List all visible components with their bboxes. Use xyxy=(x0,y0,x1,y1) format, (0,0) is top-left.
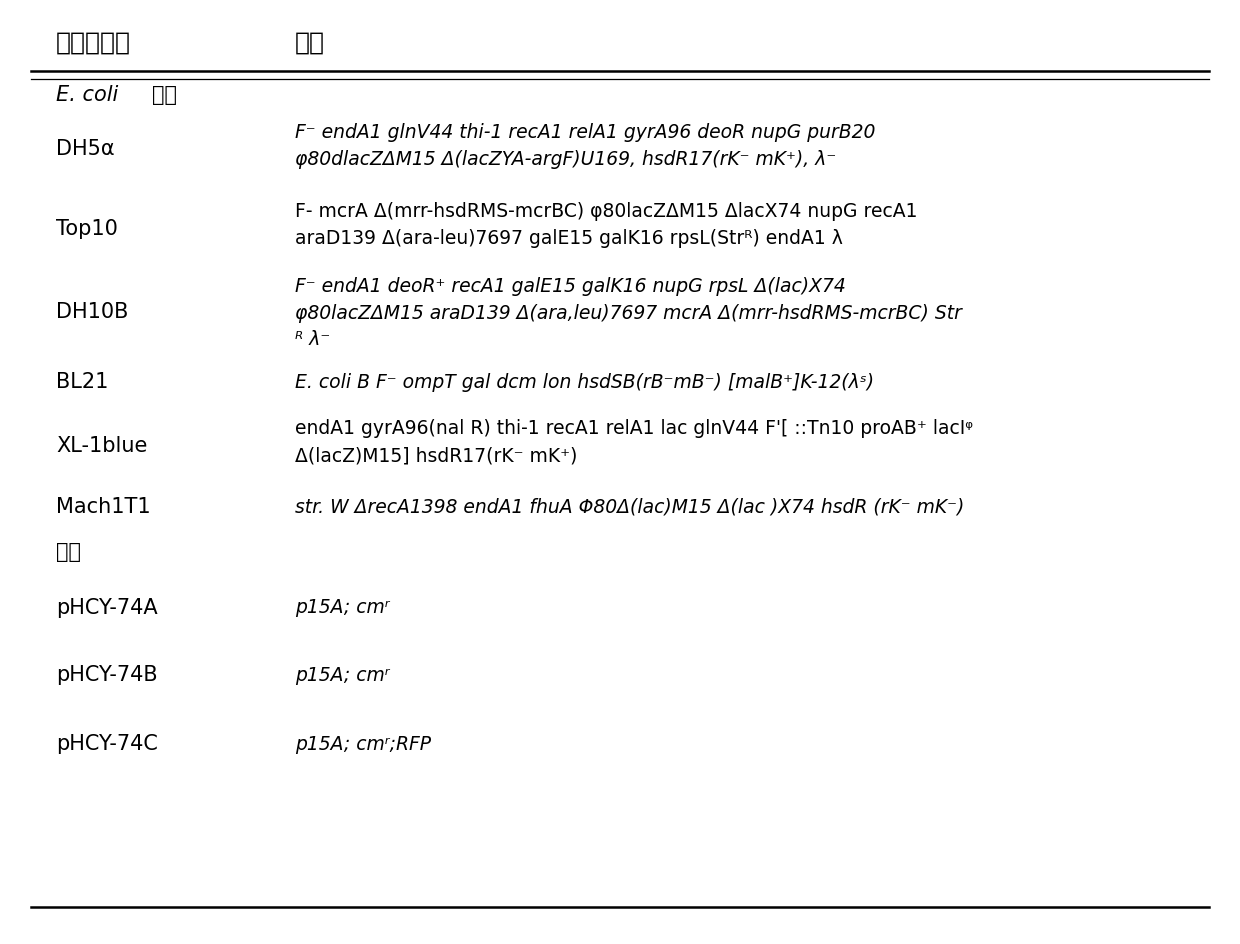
Text: E. coli: E. coli xyxy=(56,85,125,106)
Text: str. W ΔrecA1398 endA1 fhuA Φ80Δ(lac)M15 Δ(lac )X74 hsdR (rK⁻ mK⁻): str. W ΔrecA1398 endA1 fhuA Φ80Δ(lac)M15… xyxy=(295,497,965,516)
Text: p15A; cmʳ;RFP: p15A; cmʳ;RFP xyxy=(295,734,432,753)
Text: XL-1blue: XL-1blue xyxy=(56,436,148,456)
Text: Mach1T1: Mach1T1 xyxy=(56,497,150,516)
Text: BL21: BL21 xyxy=(56,372,108,392)
Text: F⁻ endA1 glnV44 thi-1 recA1 relA1 gyrA96 deoR nupG purB20: F⁻ endA1 glnV44 thi-1 recA1 relA1 gyrA96… xyxy=(295,123,875,142)
Text: F⁻ endA1 deoR⁺ recA1 galE15 galK16 nupG rpsL Δ(lac)X74: F⁻ endA1 deoR⁺ recA1 galE15 galK16 nupG … xyxy=(295,277,846,295)
Text: φ80dlacZΔM15 Δ(lacZYA-argF)U169, hsdR17(rK⁻ mK⁺), λ⁻: φ80dlacZΔM15 Δ(lacZYA-argF)U169, hsdR17(… xyxy=(295,150,836,169)
Text: Top10: Top10 xyxy=(56,218,118,238)
Text: p15A; cmʳ: p15A; cmʳ xyxy=(295,598,389,616)
Text: F- mcrA Δ(mrr-hsdRMS-mcrBC) φ80lacZΔM15 ΔlacX74 nupG recA1: F- mcrA Δ(mrr-hsdRMS-mcrBC) φ80lacZΔM15 … xyxy=(295,202,918,221)
Text: DH10B: DH10B xyxy=(56,302,129,322)
Text: pHCY-74C: pHCY-74C xyxy=(56,733,157,753)
Text: araD139 Δ(ara-leu)7697 galE15 galK16 rpsL(Strᴿ) endA1 λ: araD139 Δ(ara-leu)7697 galE15 galK16 rps… xyxy=(295,229,843,248)
Text: pHCY-74B: pHCY-74B xyxy=(56,665,157,684)
Text: ᴿ λ⁻: ᴿ λ⁻ xyxy=(295,329,330,348)
Text: Δ(lacZ)M15] hsdR17(rK⁻ mK⁺): Δ(lacZ)M15] hsdR17(rK⁻ mK⁺) xyxy=(295,446,578,464)
Text: 菌株: 菌株 xyxy=(151,85,176,106)
Text: E. coli B F⁻ ompT gal dcm lon hsdSB(rB⁻mB⁻) [malB⁺]K-12(λˢ): E. coli B F⁻ ompT gal dcm lon hsdSB(rB⁻m… xyxy=(295,372,874,391)
Text: 质粒: 质粒 xyxy=(56,541,81,561)
Text: DH5α: DH5α xyxy=(56,140,114,160)
Text: 描述: 描述 xyxy=(295,30,325,54)
Text: pHCY-74A: pHCY-74A xyxy=(56,597,157,616)
Text: φ80lacZΔM15 araD139 Δ(ara,leu)7697 mcrA Δ(mrr-hsdRMS-mcrBC) Str: φ80lacZΔM15 araD139 Δ(ara,leu)7697 mcrA … xyxy=(295,303,962,323)
Text: endA1 gyrA96(nal R) thi-1 recA1 relA1 lac glnV44 F'[ ::Tn10 proAB⁺ lacIᵠ: endA1 gyrA96(nal R) thi-1 recA1 relA1 la… xyxy=(295,419,973,438)
Text: p15A; cmʳ: p15A; cmʳ xyxy=(295,666,389,684)
Text: 菌株或质粒: 菌株或质粒 xyxy=(56,30,131,54)
